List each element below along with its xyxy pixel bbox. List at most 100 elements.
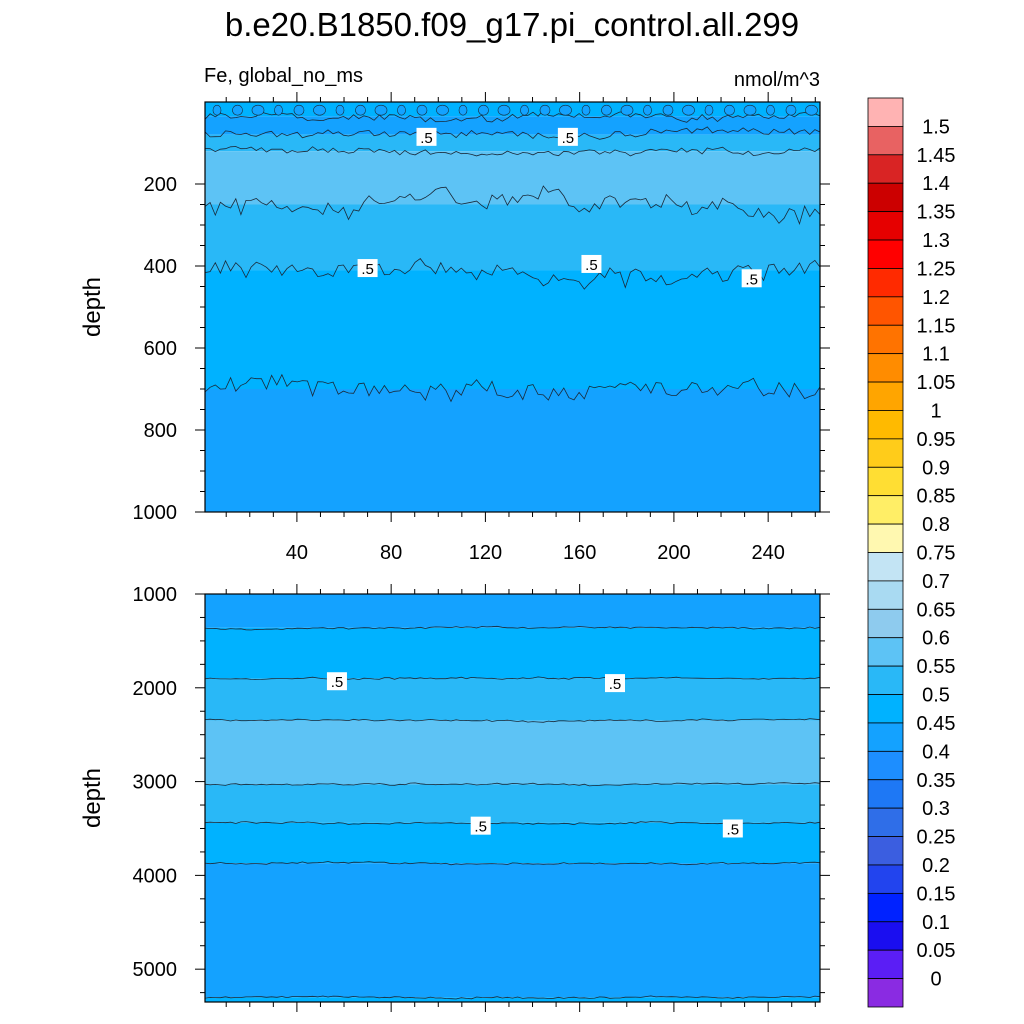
y-tick-label: 600 — [144, 338, 177, 360]
band-0-4 — [205, 204, 820, 271]
colorbar-swatch — [867, 978, 904, 1008]
contour-cell — [539, 104, 551, 116]
contour-cell — [374, 104, 388, 116]
contour-label-bg — [741, 269, 762, 288]
colorbar: 1.5 1.45 1.4 1.35 1.3 1.25 1.2 1.15 1.1 1.05 1 0.95… — [867, 97, 956, 1008]
y-axis-label: depth — [79, 277, 106, 337]
colorbar-label: 1.25 — [917, 258, 956, 280]
band-1-1 — [205, 627, 820, 679]
colorbar-swatch — [867, 836, 904, 866]
x-tick-label: 200 — [657, 542, 690, 564]
colorbar-label: 0.75 — [917, 543, 956, 565]
colorbar-swatch — [867, 807, 904, 837]
colorbar-label: 1.3 — [922, 230, 950, 252]
colorbar-label: 0.45 — [917, 713, 956, 735]
x-tick-label: 40 — [286, 542, 308, 564]
colorbar-swatch — [867, 296, 904, 326]
colorbar-label: 0.65 — [917, 599, 956, 621]
colorbar-label: 0.35 — [917, 770, 956, 792]
band-0-6 — [205, 389, 820, 512]
contour-label: .5 — [727, 821, 740, 838]
y-tick-label: 1000 — [133, 502, 178, 524]
colorbar-swatch — [867, 580, 904, 610]
contour-cell — [335, 104, 345, 116]
colorbar-swatch — [867, 608, 904, 639]
contour-label-bg — [416, 127, 437, 146]
colorbar-swatch — [867, 466, 904, 497]
colorbar-label: 0.8 — [922, 514, 950, 536]
contour-line-0-3 — [204, 185, 821, 226]
colorbar-label: 0.4 — [922, 741, 950, 763]
contour-cell — [293, 104, 305, 116]
band-1-6 — [205, 863, 820, 998]
colorbar-label: 0.15 — [917, 883, 956, 905]
upper-panel: .5 .5 .5 .5 .5 40 80 120 160 200 240 200 400 600 800 10… — [79, 92, 830, 564]
colorbar-label: 1.5 — [922, 116, 950, 138]
colorbar-label: 1.45 — [917, 145, 956, 167]
contour-label-bg — [605, 674, 625, 693]
contour-cell — [212, 104, 222, 116]
contour-line-1-1 — [204, 676, 821, 681]
contour-label: .5 — [331, 674, 344, 691]
colorbar-label: 0 — [930, 969, 941, 991]
band-0-3 — [205, 151, 820, 205]
colorbar-label: 0.1 — [922, 912, 950, 934]
colorbar-label: 1.4 — [922, 173, 950, 195]
contour-label-bg — [357, 259, 378, 278]
contour-cell — [601, 104, 612, 116]
contour-label: .5 — [609, 676, 622, 693]
colorbar-swatch — [867, 126, 904, 156]
contour-line-1-6 — [204, 995, 821, 1000]
contour-label: .5 — [361, 261, 374, 278]
colorbar-label: 1.15 — [917, 315, 956, 337]
contour-label: .5 — [745, 271, 758, 288]
colorbar-swatch — [867, 722, 904, 752]
contour-label: .5 — [562, 130, 575, 147]
colorbar-label: 1.35 — [917, 202, 956, 224]
y-tick-label: 3000 — [133, 772, 178, 794]
contour-line-0-4 — [204, 258, 821, 290]
colorbar-swatch — [867, 864, 904, 894]
contour-cell — [581, 104, 591, 116]
colorbar-swatch — [867, 353, 904, 383]
y-axis-label: depth — [79, 768, 106, 828]
contour-label: .5 — [420, 130, 433, 147]
band-1-2 — [205, 678, 820, 721]
contour-line-0-1 — [204, 126, 821, 140]
contour-line-1-0 — [204, 625, 821, 631]
colorbar-swatch — [867, 750, 904, 781]
colorbar-swatch — [867, 182, 904, 213]
contour-line-0-5 — [204, 373, 821, 403]
contour-line-1-4 — [204, 821, 821, 826]
colorbar-label: 0.55 — [917, 656, 956, 678]
colorbar-swatch — [867, 892, 904, 923]
band-1-3 — [205, 720, 820, 785]
contour-cell — [478, 104, 489, 116]
y-tick-label: 200 — [144, 174, 177, 196]
contour-cell — [766, 104, 775, 116]
contour-cell — [458, 104, 468, 116]
colorbar-swatch — [867, 637, 904, 667]
y-tick-label: 1000 — [133, 584, 178, 606]
contour-cell — [805, 104, 818, 116]
contour-line-1-5 — [204, 861, 821, 866]
contour-label-bg — [581, 254, 602, 273]
contour-label-bg — [557, 127, 578, 146]
contour-cell — [274, 104, 283, 116]
contour-line-1-2 — [204, 718, 821, 723]
colorbar-swatch — [867, 381, 904, 411]
y-tick-label: 4000 — [133, 865, 178, 887]
contour-label-bg — [470, 816, 491, 835]
plot-frame-1 — [204, 593, 821, 1003]
y-tick-label: 5000 — [133, 959, 178, 981]
upper-right-label: nmol/m^3 — [734, 69, 820, 91]
contour-cell — [724, 104, 735, 116]
contour-cell — [497, 104, 511, 116]
colorbar-label: 0.5 — [922, 685, 950, 707]
colorbar-swatch — [867, 268, 904, 298]
contour-cell — [232, 104, 243, 116]
contour-cell — [520, 104, 529, 116]
band-1-7 — [205, 997, 820, 1002]
contour-label: .5 — [585, 257, 598, 274]
contour-cell — [416, 104, 428, 116]
